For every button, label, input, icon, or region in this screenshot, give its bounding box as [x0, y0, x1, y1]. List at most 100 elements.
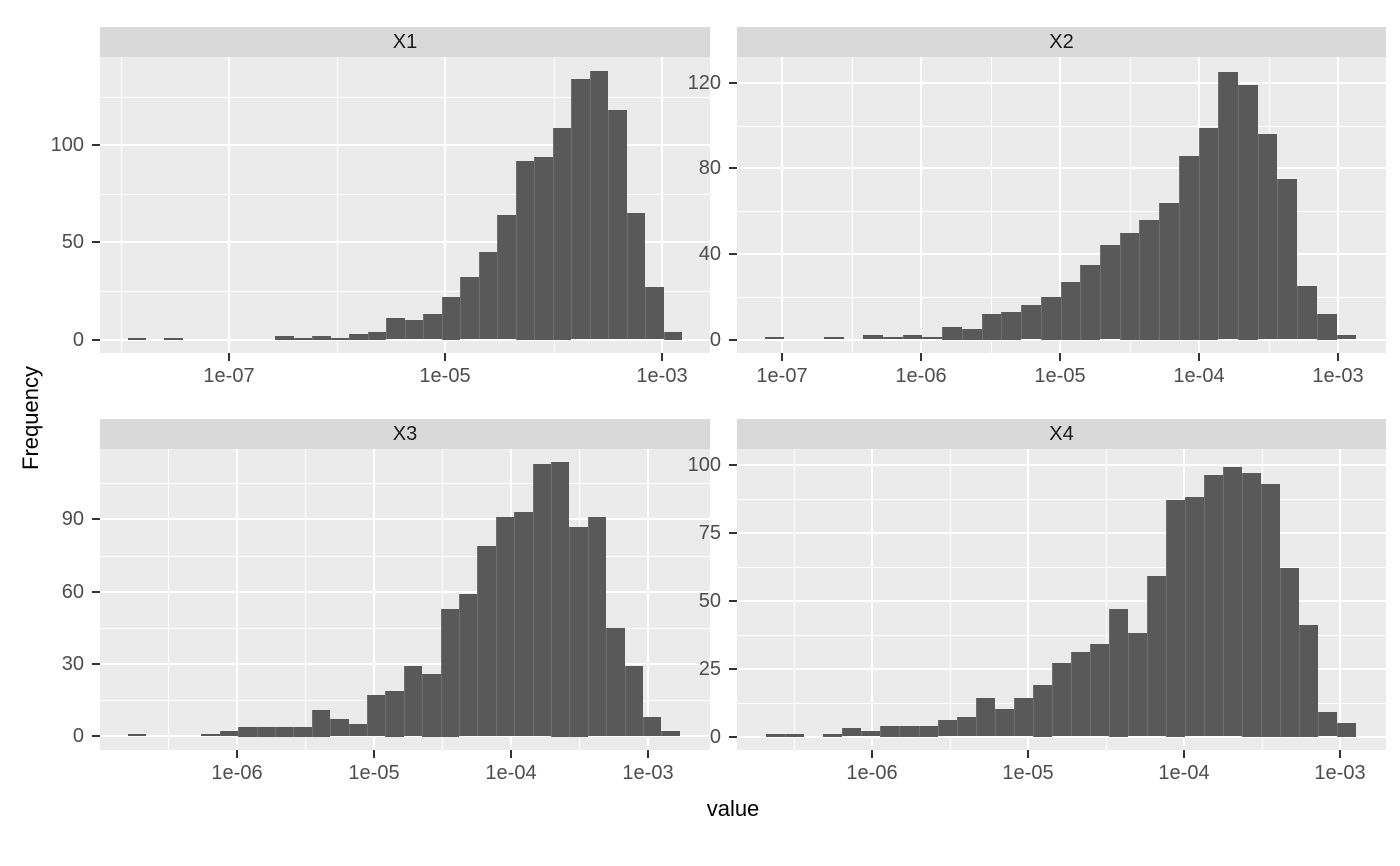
histogram-bar — [294, 338, 312, 340]
y-gridline-minor — [100, 194, 710, 195]
x-tick-label: 1e-03 — [622, 762, 674, 784]
x-tick-mark — [920, 353, 922, 361]
histogram-bar — [201, 734, 220, 736]
y-tick-label: 80 — [698, 157, 721, 179]
y-gridline-minor — [737, 499, 1386, 500]
x-tick-label: 1e-05 — [348, 762, 400, 784]
x-tick-mark — [228, 353, 230, 361]
histogram-bar — [1109, 609, 1128, 737]
histogram-bar — [553, 128, 571, 340]
x-tick-label: 1e-03 — [1314, 762, 1366, 784]
x-tick-mark — [1198, 353, 1200, 361]
x-tick-mark — [871, 750, 873, 758]
y-tick-mark — [729, 668, 737, 670]
x-gridline-major — [1059, 57, 1061, 353]
histogram-bar — [1033, 685, 1052, 737]
histogram-bar — [497, 215, 516, 339]
histogram-bar — [1185, 497, 1204, 736]
x-gridline-minor — [305, 449, 306, 750]
x-tick-label: 1e-06 — [211, 762, 263, 784]
histogram-bar — [441, 609, 459, 737]
y-gridline-minor — [737, 211, 1386, 212]
x-tick-label: 1e-03 — [1312, 365, 1364, 387]
histogram-bar — [903, 335, 922, 339]
y-tick-label: 75 — [698, 522, 721, 544]
y-gridline-major — [100, 663, 710, 665]
y-tick-mark — [729, 600, 737, 602]
x-tick-label: 1e-03 — [636, 365, 688, 387]
y-gridline-minor — [100, 628, 710, 629]
histogram-bar — [919, 726, 938, 737]
histogram-bar — [785, 734, 804, 737]
y-gridline-major — [737, 167, 1386, 169]
histogram-bar — [1299, 625, 1318, 737]
x-gridline-major — [920, 57, 922, 353]
y-gridline-major — [737, 736, 1386, 738]
histogram-bar — [995, 709, 1014, 736]
facet-strip-label: X1 — [392, 30, 418, 53]
y-tick-mark — [92, 663, 100, 665]
histogram-bar — [957, 717, 976, 736]
histogram-bar — [128, 734, 146, 736]
x-gridline-minor — [991, 57, 992, 353]
histogram-bar — [1280, 568, 1299, 737]
y-tick-label: 60 — [61, 581, 84, 603]
histogram-bar — [1277, 179, 1297, 339]
y-gridline-major — [737, 532, 1386, 534]
histogram-bar — [608, 110, 627, 339]
y-tick-mark — [729, 82, 737, 84]
histogram-bar — [883, 337, 903, 339]
x-gridline-major — [1027, 449, 1029, 750]
y-tick-mark — [729, 339, 737, 341]
histogram-bar — [922, 337, 942, 339]
histogram-bar — [459, 594, 477, 736]
x-axis-title: value — [706, 796, 760, 821]
x-gridline-major — [1337, 57, 1339, 353]
y-gridline-minor — [737, 126, 1386, 127]
y-tick-label: 50 — [61, 231, 84, 253]
histogram-bar — [1041, 297, 1061, 340]
histogram-bar — [569, 527, 588, 737]
histogram-bar — [1258, 134, 1277, 339]
histogram-bar — [349, 334, 368, 340]
x-tick-label: 1e-05 — [1034, 365, 1086, 387]
histogram-bar — [1179, 156, 1199, 340]
histogram-bar — [220, 731, 238, 736]
histogram-bar — [551, 462, 569, 737]
histogram-bar — [625, 666, 643, 736]
x-tick-label: 1e-04 — [1158, 762, 1210, 784]
x-tick-label: 1e-07 — [756, 365, 808, 387]
histogram-bar — [627, 213, 645, 339]
histogram-bar — [386, 318, 405, 339]
histogram-bar — [982, 314, 1001, 340]
histogram-bar — [1014, 698, 1033, 736]
y-gridline-major — [100, 591, 710, 593]
y-tick-mark — [92, 241, 100, 243]
histogram-bar — [1159, 203, 1179, 340]
facet-strip-label: X4 — [1049, 422, 1074, 445]
histogram-bar — [1204, 475, 1223, 736]
y-tick-label: 100 — [50, 134, 84, 156]
x-gridline-major — [647, 449, 649, 750]
histogram-bar — [477, 546, 496, 736]
x-gridline-minor — [337, 57, 338, 353]
histogram-bar — [1100, 245, 1120, 339]
x-tick-mark — [1059, 353, 1061, 361]
x-gridline-minor — [168, 449, 169, 750]
x-tick-label: 1e-07 — [203, 365, 255, 387]
x-tick-mark — [444, 353, 446, 361]
histogram-bar — [1090, 644, 1109, 736]
histogram-bar — [1261, 484, 1280, 737]
x-gridline-minor — [950, 449, 951, 750]
histogram-bar — [765, 337, 784, 339]
facet-strip-label: X3 — [392, 422, 418, 445]
histogram-bar — [312, 710, 330, 737]
y-gridline-major — [100, 241, 710, 243]
histogram-bar — [590, 71, 608, 339]
y-gridline-major — [100, 339, 710, 341]
histogram-bar — [606, 628, 625, 736]
y-gridline-minor — [100, 483, 710, 484]
histogram-bar — [942, 327, 962, 340]
histogram-bar — [368, 332, 386, 340]
histogram-bar — [1337, 335, 1356, 339]
